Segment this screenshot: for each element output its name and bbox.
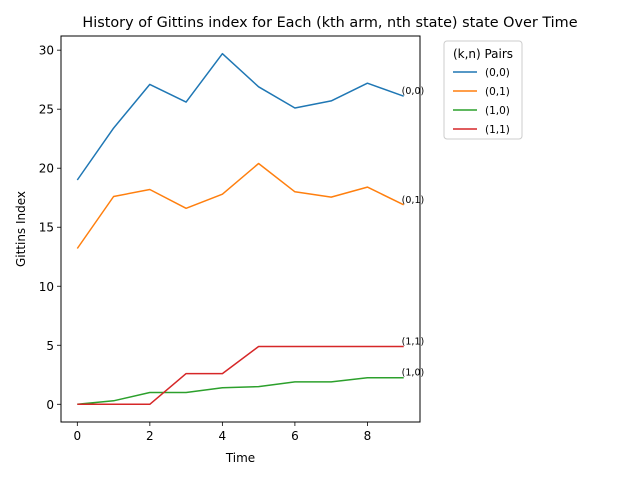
x-tick-label-1: 2 [146,429,154,443]
series-line-1 [76,162,405,249]
end-label-2: (1,1) [402,336,425,347]
x-tick-label-4: 8 [364,429,372,443]
y-tick-label-4: 20 [39,162,54,176]
end-label-1: (0,1) [402,195,425,206]
x-tick-label-0: 0 [73,429,81,443]
end-label-3: (1,0) [402,368,425,379]
y-tick-label-5: 25 [39,103,54,117]
series-line-3 [77,345,404,406]
y-axis-ticks: 0 5 10 15 20 25 30 [39,44,61,412]
x-axis-label: Time [225,451,255,465]
series-line-0 [76,52,404,181]
legend-label-0: (0,0) [485,67,510,79]
end-label-0: (0,0) [402,86,425,97]
legend-title: (k,n) Pairs [453,47,513,61]
y-tick-label-3: 15 [39,221,54,235]
x-tick-label-2: 4 [219,429,227,443]
legend-label-2: (1,0) [485,105,510,117]
legend-label-1: (0,1) [485,86,510,98]
x-axis-ticks: 0 2 4 6 8 [73,422,371,443]
legend-box [443,40,523,140]
chart-title: History of Gittins index for Each (kth a… [82,15,577,31]
x-tick-label-3: 6 [291,429,299,443]
legend: (k,n) Pairs (0,0) (0,1) (1,0) (1,1) [443,40,523,140]
legend-label-3: (1,1) [485,124,510,136]
plot-frame [60,35,421,423]
y-tick-label-1: 5 [46,339,54,353]
y-axis-label: Gittins Index [14,191,28,267]
y-tick-label-2: 10 [39,280,54,294]
legend-items: (0,0) (0,1) (1,0) (1,1) [453,67,510,136]
plot-lines [76,52,405,406]
series-line-2 [77,376,404,406]
y-tick-label-6: 30 [39,44,54,58]
y-tick-label-0: 0 [46,398,54,412]
series-end-labels: (0,0) (0,1) (1,1) (1,0) [402,86,425,379]
